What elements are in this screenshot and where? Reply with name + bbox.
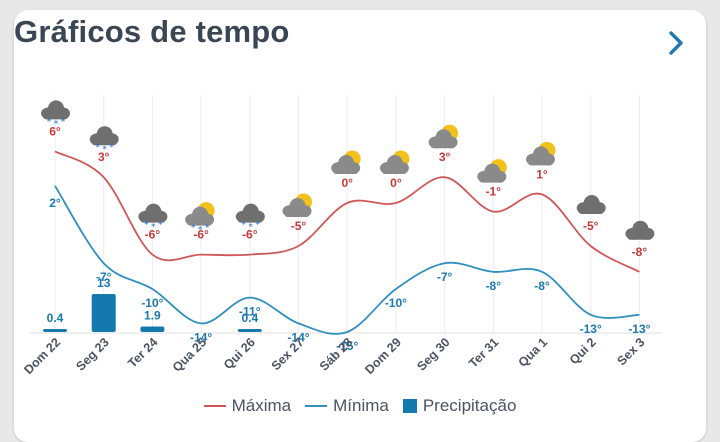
- precip-label: 0.4: [241, 311, 258, 325]
- x-tick-label: Ter 24: [125, 335, 160, 370]
- legend-min-label: Mínima: [333, 396, 389, 415]
- svg-text:*: *: [205, 224, 210, 234]
- page-title: Gráficos de tempo: [14, 14, 290, 49]
- precip-bar: [43, 329, 67, 332]
- chart-legend: Máxima Mínima Precipitação: [0, 396, 720, 416]
- min-temp-label: -13°: [580, 322, 602, 336]
- svg-text:*: *: [242, 221, 247, 231]
- max-temp-label: 1°: [536, 167, 548, 181]
- max-temp-label: -1°: [486, 185, 502, 199]
- x-tick-label: Dom 29: [362, 335, 404, 377]
- max-temp-label: 3°: [439, 150, 451, 164]
- min-temp-label: -8°: [534, 279, 550, 293]
- svg-text:*: *: [158, 221, 163, 231]
- legend-min: Mínima: [305, 396, 389, 416]
- min-temp-label: -11°: [239, 305, 261, 319]
- sun-cloud-icon: [331, 150, 361, 174]
- max-temp-label: -5°: [291, 219, 307, 233]
- sun-cloud-icon: [526, 141, 556, 166]
- svg-text:*: *: [144, 221, 149, 231]
- svg-text:*: *: [198, 226, 203, 236]
- max-temp-label: -6°: [193, 228, 209, 242]
- sun-cloud-icon: [379, 150, 410, 174]
- legend-max-label: Máxima: [231, 396, 292, 415]
- precip-label: 13: [97, 276, 111, 290]
- chevron-right-icon[interactable]: [662, 26, 690, 60]
- precip-label: 1.9: [144, 308, 161, 322]
- svg-text:*: *: [102, 145, 107, 155]
- legend-precip-swatch: [402, 399, 417, 413]
- svg-text:*: *: [47, 117, 52, 127]
- precip-bar: [91, 294, 116, 332]
- min-temp-label: -7°: [437, 270, 453, 284]
- x-tick-label: Seg 30: [414, 335, 452, 373]
- legend-precip: Precipitação: [402, 396, 517, 416]
- sun-cloud-icon: [428, 124, 459, 149]
- sun-cloud-icon: [282, 193, 312, 217]
- x-tick-label: Dom 22: [21, 335, 63, 377]
- min-temp-label: -7°: [96, 270, 112, 284]
- snow-cloud-icon: * * *: [89, 126, 119, 155]
- max-temp-label: -5°: [583, 219, 599, 233]
- x-tick-label: Sex 3: [615, 335, 648, 368]
- svg-text:*: *: [249, 223, 254, 233]
- sun-cloud-icon: [477, 159, 507, 183]
- precip-bar: [140, 326, 165, 332]
- svg-text:*: *: [95, 143, 100, 153]
- series-line-max: [54, 150, 640, 273]
- chart-grid: [30, 95, 662, 334]
- snow-cloud-icon: * * *: [235, 203, 265, 233]
- max-temp-label: -6°: [145, 228, 161, 242]
- min-temp-label: -10°: [385, 296, 407, 310]
- x-tick-label: Qua 1: [516, 335, 550, 369]
- svg-text:*: *: [109, 143, 114, 153]
- min-temp-label: -15°: [336, 339, 358, 353]
- max-temp-label: 0°: [341, 176, 353, 190]
- max-temp-label: -8°: [632, 245, 648, 259]
- max-temp-label: 6°: [49, 124, 61, 138]
- svg-text:*: *: [54, 119, 59, 129]
- min-temp-label: 2°: [49, 196, 61, 210]
- x-tick-label: Qui 26: [221, 335, 258, 372]
- x-tick-label: Qui 2: [567, 335, 599, 367]
- snow-sun-cloud-icon: * * *: [185, 202, 215, 236]
- series-line-min: [54, 185, 640, 335]
- x-tick-label: Seg 23: [73, 335, 111, 373]
- legend-precip-label: Precipitação: [422, 396, 517, 415]
- legend-min-swatch: [305, 405, 328, 407]
- min-temp-label: -14°: [190, 330, 212, 344]
- x-tick-label: Ter 31: [466, 335, 501, 370]
- legend-max-swatch: [203, 405, 226, 407]
- min-temp-label: -10°: [141, 296, 163, 310]
- max-temp-label: -6°: [242, 228, 258, 242]
- max-temp-label: 0°: [390, 176, 402, 190]
- svg-text:*: *: [151, 223, 156, 233]
- min-temp-label: -8°: [486, 279, 502, 293]
- min-temp-label: -14°: [287, 330, 309, 344]
- precip-bars: 0.4 13 1.9 0.4: [43, 276, 262, 332]
- max-temp-label: 3°: [98, 150, 110, 164]
- precip-bar: [237, 329, 262, 332]
- svg-text:*: *: [61, 117, 66, 127]
- snow-cloud-icon: * * *: [138, 203, 168, 233]
- min-temp-label: -13°: [628, 322, 650, 336]
- cloud-icon: [576, 195, 606, 214]
- cloud-icon: [625, 220, 655, 240]
- svg-text:*: *: [191, 224, 196, 234]
- legend-max: Máxima: [203, 396, 292, 416]
- precip-label: 0.4: [47, 311, 64, 325]
- svg-text:*: *: [256, 221, 261, 231]
- snow-cloud-icon: * * *: [41, 100, 70, 129]
